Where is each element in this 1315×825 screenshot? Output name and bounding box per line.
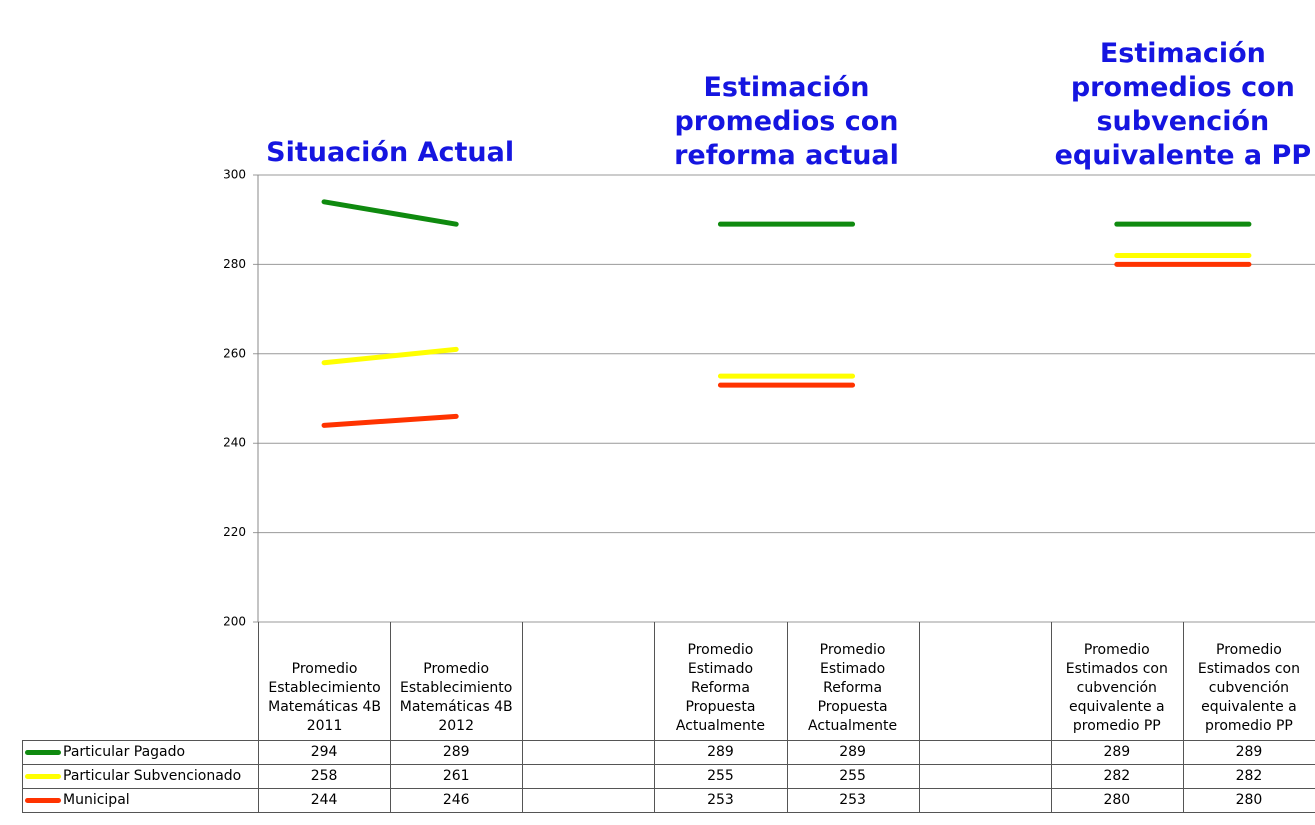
table-value	[522, 788, 656, 813]
table-value	[522, 740, 656, 765]
legend-label: Particular Subvencionado	[63, 767, 242, 784]
series-line	[321, 261, 1252, 428]
y-tick-label: 240	[223, 436, 246, 450]
category-label: Promedio Estimado Reforma Propuesta Actu…	[654, 622, 788, 741]
series-line	[321, 252, 1252, 379]
category-label	[918, 622, 1052, 741]
table-value: 255	[654, 764, 788, 789]
category-label	[522, 622, 656, 741]
category-label: Promedio Estimados con cubvención equiva…	[1050, 622, 1184, 741]
table-value: 289	[1050, 740, 1184, 765]
legend-label: Municipal	[63, 791, 130, 808]
table-value	[522, 764, 656, 789]
series-line	[321, 199, 1252, 227]
table-value: 253	[786, 788, 920, 813]
category-label: Promedio Establecimiento Matemáticas 4B …	[390, 622, 524, 741]
legend-label: Particular Pagado	[63, 744, 186, 760]
annotation: Situación Actual	[266, 137, 515, 168]
annotation: Estimación promedios con subvención equi…	[1054, 38, 1312, 171]
table-value: 253	[654, 788, 788, 813]
table-value: 255	[786, 764, 920, 789]
table-value: 258	[258, 764, 392, 789]
legend-entry: Particular Subvencionado	[22, 764, 259, 789]
table-value: 280	[1182, 788, 1315, 813]
y-tick-label: 260	[223, 346, 246, 360]
table-value: 289	[654, 740, 788, 765]
table-value: 244	[258, 788, 392, 813]
table-value	[918, 740, 1052, 765]
legend-entry: Municipal	[22, 788, 259, 813]
table-value: 282	[1182, 764, 1315, 789]
category-label: Promedio Establecimiento Matemáticas 4B …	[258, 622, 392, 741]
table-value: 294	[258, 740, 392, 765]
table-value: 246	[390, 788, 524, 813]
legend-swatch	[25, 773, 61, 779]
legend-entry: Particular Pagado	[22, 740, 259, 765]
table-value: 261	[390, 764, 524, 789]
y-tick-label: 300	[223, 168, 246, 182]
legend-swatch	[25, 797, 61, 803]
table-value: 289	[786, 740, 920, 765]
y-tick-label: 280	[223, 257, 246, 271]
category-label: Promedio Estimado Reforma Propuesta Actu…	[786, 622, 920, 741]
table-value	[918, 764, 1052, 789]
table-value: 289	[390, 740, 524, 765]
y-tick-label: 220	[223, 525, 246, 539]
category-label: Promedio Estimados con cubvención equiva…	[1182, 622, 1315, 741]
table-value: 289	[1182, 740, 1315, 765]
annotation: Estimación promedios con reforma actual	[674, 72, 899, 171]
y-tick-label: 200	[223, 615, 246, 629]
legend-swatch	[25, 750, 61, 755]
table-value: 282	[1050, 764, 1184, 789]
table-value: 280	[1050, 788, 1184, 813]
table-value	[918, 788, 1052, 813]
